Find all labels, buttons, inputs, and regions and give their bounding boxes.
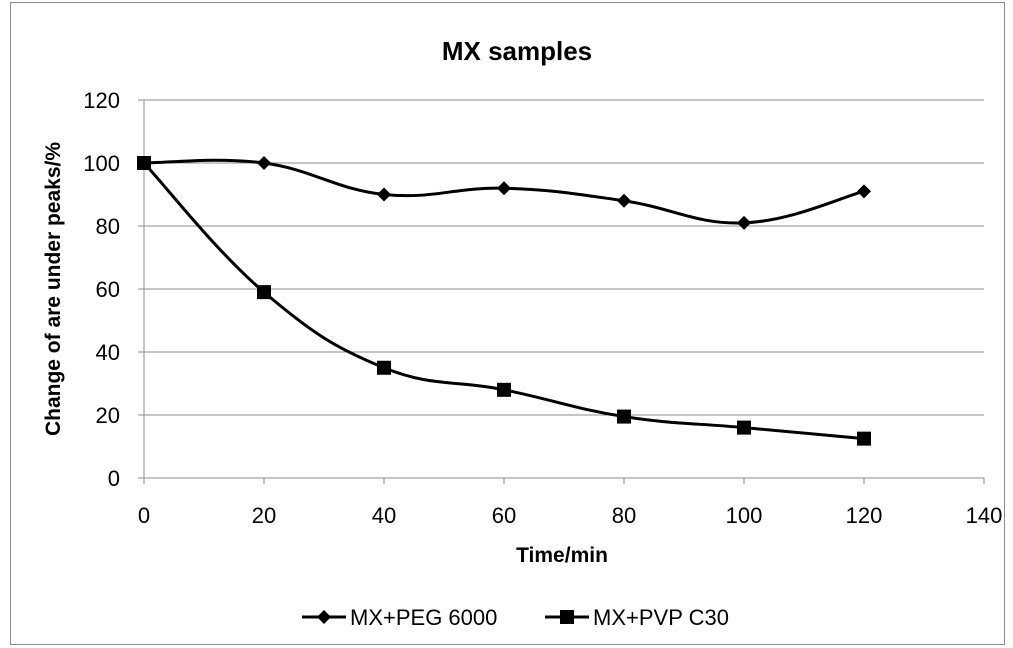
legend-label: MX+PEG 6000 <box>350 605 497 630</box>
legend-square-marker <box>560 610 574 624</box>
series-group <box>137 156 871 446</box>
y-tick-label: 120 <box>83 88 120 113</box>
diamond-marker <box>497 181 511 196</box>
y-axis-title: Change of are under peaks/% <box>42 142 65 436</box>
y-tick-label: 20 <box>96 403 120 428</box>
y-tick-label: 60 <box>96 277 120 302</box>
legend-item: MX+PEG 6000 <box>302 605 497 630</box>
x-tick-labels: 0 20 40 60 80 100 120 140 <box>138 503 1002 528</box>
diamond-marker <box>737 215 751 230</box>
y-tick-label: 0 <box>108 466 120 491</box>
diamond-marker <box>617 193 631 208</box>
diamond-marker <box>257 156 271 170</box>
legend-label: MX+PVP C30 <box>593 605 729 630</box>
y-tick-labels: 0 20 40 60 80 100 120 <box>83 88 120 491</box>
chart-title: MX samples <box>442 36 592 66</box>
square-marker <box>737 420 751 435</box>
square-marker <box>857 431 871 446</box>
gridlines <box>144 99 984 416</box>
square-marker <box>137 156 151 170</box>
diamond-marker <box>377 187 391 202</box>
y-tick-label: 40 <box>96 340 120 365</box>
square-marker <box>377 360 391 375</box>
legend-item: MX+PVP C30 <box>545 605 729 630</box>
x-tick-label: 0 <box>138 503 150 528</box>
series-1 <box>137 156 871 230</box>
legend: MX+PEG 6000 MX+PVP C30 <box>302 605 729 630</box>
series-2 <box>137 156 871 446</box>
diamond-marker <box>857 184 871 199</box>
series-line <box>142 161 865 441</box>
x-tick-label: 40 <box>372 503 396 528</box>
chart-frame <box>10 2 1005 645</box>
x-tick-label: 80 <box>612 503 636 528</box>
x-tick-label: 140 <box>966 503 1003 528</box>
y-tick-label: 80 <box>96 214 120 239</box>
x-tick-label: 120 <box>846 503 883 528</box>
square-marker <box>257 285 271 300</box>
square-marker <box>617 409 631 424</box>
square-marker <box>497 382 511 397</box>
x-axis-title: Time/min <box>516 544 608 567</box>
y-tick-label: 100 <box>83 151 120 176</box>
x-tick-label: 20 <box>252 503 276 528</box>
x-tick-label: 100 <box>726 503 763 528</box>
x-tick-label: 60 <box>492 503 516 528</box>
legend-diamond-marker <box>317 610 331 624</box>
